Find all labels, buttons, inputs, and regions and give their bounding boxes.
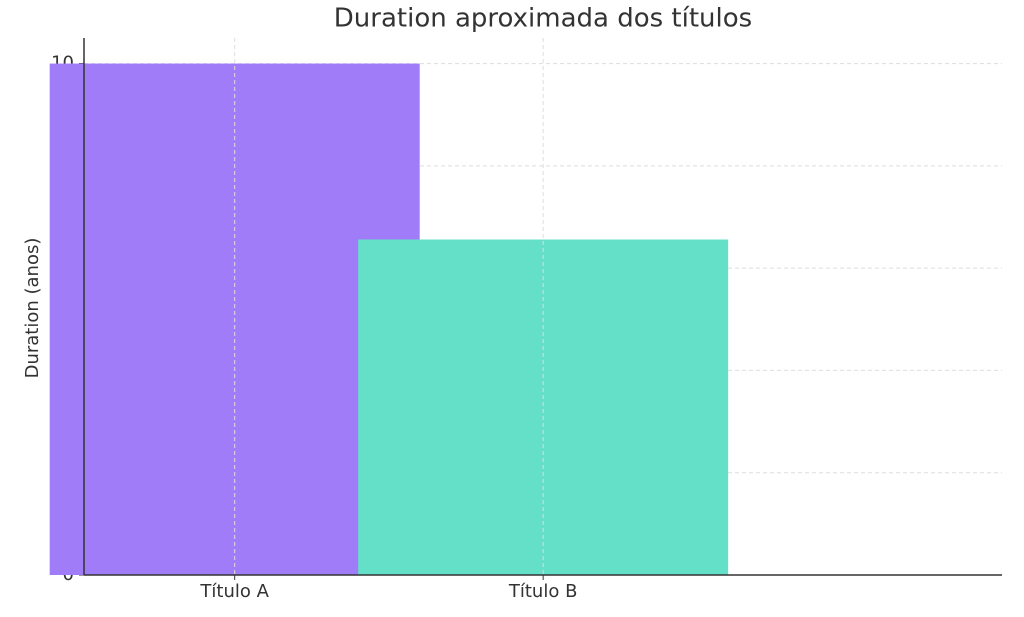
chart-title: Duration aproximada dos títulos [334,4,752,34]
x-tick-label: Título B [508,581,578,602]
bar [358,239,729,575]
y-axis-label: Duration (anos) [22,238,43,379]
x-tick-label: Título A [199,581,269,602]
